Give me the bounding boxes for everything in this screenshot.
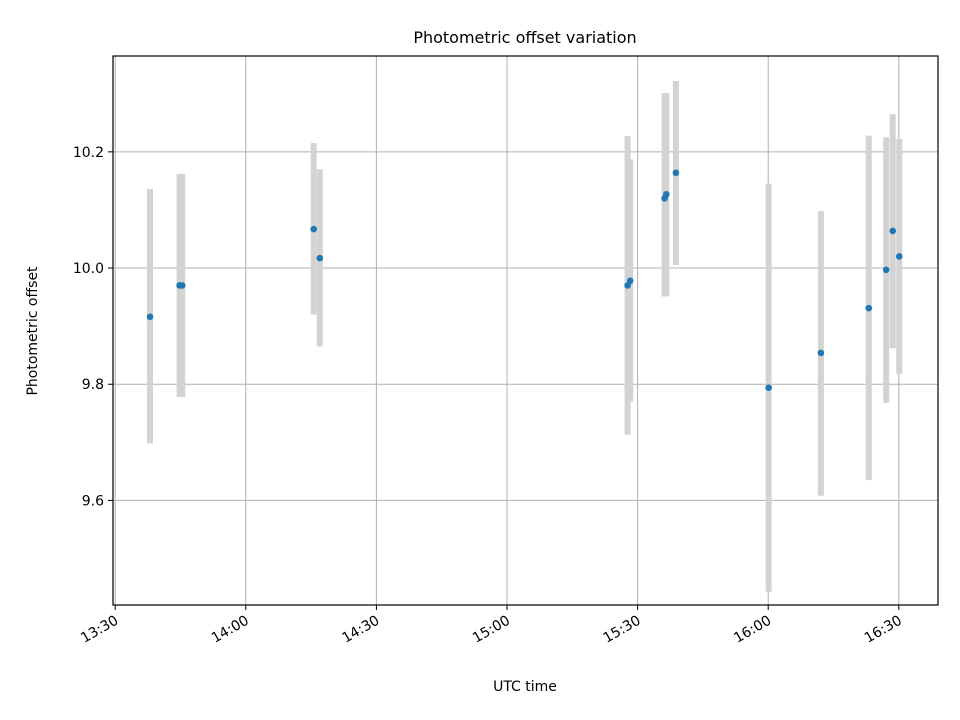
data-points [146, 169, 903, 392]
y-tick-label: 10.2 [73, 145, 104, 161]
y-tick-label: 9.6 [82, 493, 104, 509]
y-axis: 9.6 9.8 10.0 10.2 [73, 145, 113, 509]
data-point [626, 277, 634, 285]
y-tick-label: 9.8 [82, 377, 104, 393]
data-point [178, 282, 186, 289]
data-point [865, 304, 873, 312]
y-axis-label: Photometric offset [25, 266, 41, 396]
data-point [316, 254, 324, 262]
chart-title: Photometric offset variation [413, 28, 636, 47]
data-point [889, 227, 897, 235]
data-point [882, 266, 890, 274]
y-tick-label: 10.0 [73, 261, 104, 277]
plot-frame [112, 55, 939, 606]
data-point [672, 169, 680, 177]
data-point [765, 384, 772, 392]
data-point [817, 349, 825, 357]
data-point [146, 313, 154, 321]
x-axis-label: UTC time [493, 679, 557, 695]
data-point [895, 253, 903, 260]
data-point [663, 190, 670, 198]
data-point [310, 225, 317, 233]
